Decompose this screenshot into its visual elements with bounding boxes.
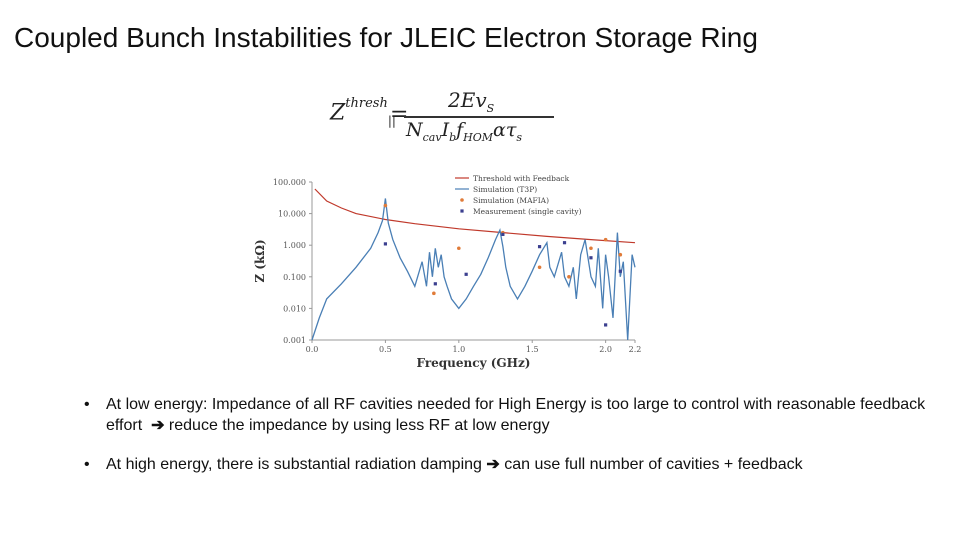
mafia-point xyxy=(457,246,461,251)
measurement-point xyxy=(589,256,593,260)
y-tick-label: 0.001 xyxy=(283,336,306,345)
measurement-point xyxy=(383,242,388,246)
bullet-marker: • xyxy=(84,396,90,413)
y-tick-label: 1.000 xyxy=(283,241,306,250)
mafia-point xyxy=(589,246,593,251)
arrow-right-icon: ➔ xyxy=(151,417,165,434)
y-tick-label: 100.000 xyxy=(273,178,306,187)
series-threshold-line xyxy=(314,188,636,244)
formula-fraction-bar xyxy=(404,116,554,118)
measurement-point xyxy=(604,323,608,327)
bullet-marker: • xyxy=(84,456,90,473)
x-tick-label: 1.5 xyxy=(526,345,539,354)
bullet-text: At high energy, there is substantial rad… xyxy=(106,456,803,473)
formula-lhs: Zthresh|| xyxy=(330,96,396,128)
measurement-point xyxy=(464,272,468,276)
threshold-impedance-formula: Zthresh|| = 2EvS NcavIbfHOMατs xyxy=(318,86,578,148)
x-tick-label: 1.0 xyxy=(452,345,465,354)
series-simulation-t3p-line xyxy=(311,198,636,341)
x-axis-label: Frequency (GHz) xyxy=(417,356,531,370)
mafia-point xyxy=(432,291,436,296)
mafia-point xyxy=(567,275,571,279)
impedance-chart-svg: 0.001 0.010 0.100 1.000 10.000 100.000 0.0 0.5 1… xyxy=(253,174,642,370)
y-tick-label: 10.000 xyxy=(278,210,306,219)
y-tick-label: 0.010 xyxy=(283,304,306,313)
measurement-point xyxy=(562,241,567,245)
x-tick-label: 0.5 xyxy=(379,345,392,354)
legend-label: Simulation (MAFIA) xyxy=(473,196,549,205)
legend-swatch xyxy=(460,209,464,213)
formula-equals: = xyxy=(390,102,409,127)
x-tick-label: 2.2 xyxy=(629,345,642,354)
arrow-right-icon: ➔ xyxy=(486,456,500,473)
bullet-item-high-energy: • At high energy, there is substantial r… xyxy=(84,454,954,475)
x-tick-label: 0.0 xyxy=(306,345,319,354)
measurement-point xyxy=(501,232,505,236)
x-tick-label: 2.0 xyxy=(599,345,612,354)
mafia-point xyxy=(383,203,388,208)
y-tick-label: 0.100 xyxy=(283,273,306,282)
bullet-item-low-energy: • At low energy: Impedance of all RF cav… xyxy=(84,394,954,436)
legend-label: Simulation (T3P) xyxy=(473,185,537,194)
legend-label: Measurement (single cavity) xyxy=(473,207,582,216)
legend-label: Threshold with Feedback xyxy=(473,174,570,183)
slide-title: Coupled Bunch Instabilities for JLEIC El… xyxy=(14,22,758,53)
bullet-text: At low energy: Impedance of all RF cavit… xyxy=(106,396,926,434)
measurement-point xyxy=(537,245,542,249)
mafia-point xyxy=(618,252,623,257)
mafia-point xyxy=(537,265,542,270)
measurement-point xyxy=(433,282,437,286)
legend-swatch xyxy=(460,198,464,202)
y-axis-label: Z (kΩ) xyxy=(253,239,267,282)
mafia-point xyxy=(603,237,608,242)
measurement-point xyxy=(618,269,622,273)
formula-denominator: NcavIbfHOMατs xyxy=(406,119,523,144)
bullet-list: • At low energy: Impedance of all RF cav… xyxy=(84,394,954,475)
formula-numerator: 2EvS xyxy=(448,88,495,115)
impedance-chart: 0.001 0.010 0.100 1.000 10.000 100.000 0.0 0.5 1… xyxy=(250,170,650,370)
